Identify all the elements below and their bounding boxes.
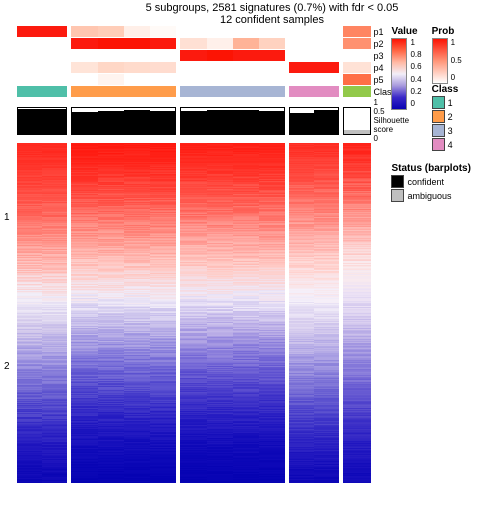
title-line-1: 5 subgroups, 2581 signatures (0.7%) with… xyxy=(40,2,504,14)
chart-titles: 5 subgroups, 2581 signatures (0.7%) with… xyxy=(40,2,504,26)
row-cluster-axis xyxy=(0,26,17,483)
heatmap-columns xyxy=(17,143,387,483)
title-line-2: 12 confident samples xyxy=(40,14,504,26)
main-container: p1p2p3p4p5Class10.5 Silhouettescore0 Val… xyxy=(0,26,504,483)
heatmap-area: p1p2p3p4p5Class10.5 Silhouettescore0 xyxy=(17,26,387,483)
annotation-block: p1p2p3p4p5Class10.5 Silhouettescore0 xyxy=(17,26,387,143)
legend-area: Value10.80.60.40.20Prob10.50Class1234Sta… xyxy=(387,26,504,483)
